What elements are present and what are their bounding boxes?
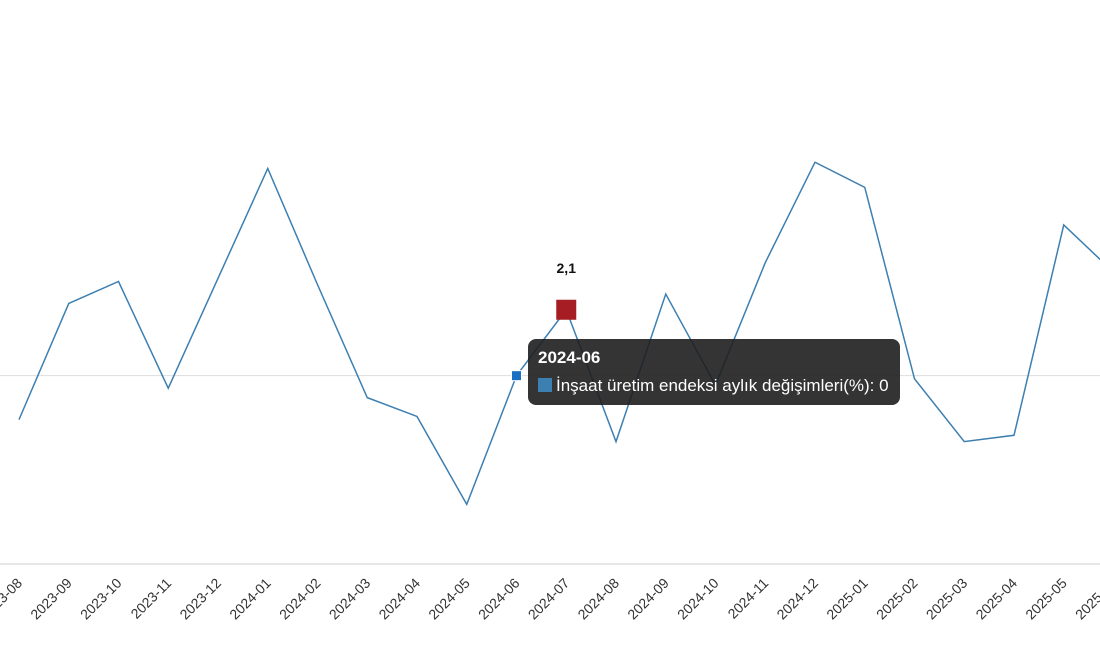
x-tick-label: 2025-02 [873,575,921,623]
tooltip-value: 0 [879,376,889,395]
x-tick-label: 2024-09 [624,575,672,623]
x-tick-label: 2024-05 [425,575,473,623]
tooltip: 2024-06 İnşaat üretim endeksi aylık deği… [528,339,900,405]
x-tick-label: 2024-08 [574,575,622,623]
x-tick-label: 2024-12 [773,575,821,623]
x-tick-label: 2025-05 [1022,575,1070,623]
x-tick-label: 2023-09 [27,575,75,623]
x-tick-label: 2024-06 [475,575,523,623]
line-series [18,161,1100,507]
x-tick-label: 2024-03 [326,575,374,623]
x-tick-label: 2023-11 [127,575,174,622]
x-tick-label: 2024-10 [674,575,722,623]
x-tick-label: 2024-01 [226,575,274,623]
tooltip-title: 2024-06 [538,348,601,367]
x-tick-label: 2024-04 [375,575,423,623]
tooltip-swatch [538,378,552,392]
x-tick-label: 2025-04 [972,575,1020,623]
x-tick-label: 2024-07 [525,575,573,623]
hover-point [511,370,522,382]
x-tick-label: 2025-03 [923,575,971,623]
x-tick-label: 2024-11 [724,575,771,622]
tooltip-row: İnşaat üretim endeksi aylık değişimleri(… [538,376,889,396]
x-tick-label: 2025-01 [823,575,871,623]
tooltip-series-name: İnşaat üretim endeksi aylık değişimleri(… [556,376,879,395]
data-label: 2,1 [557,260,577,276]
highlight-point [556,299,577,320]
x-tick-label: 2023-10 [77,575,125,623]
x-tick-label: 2024-02 [276,575,324,623]
x-tick-label: 2023-12 [176,575,224,623]
x-tick-label: 2023-08 [0,575,25,623]
x-tick-label: 2025-06 [1072,575,1100,623]
